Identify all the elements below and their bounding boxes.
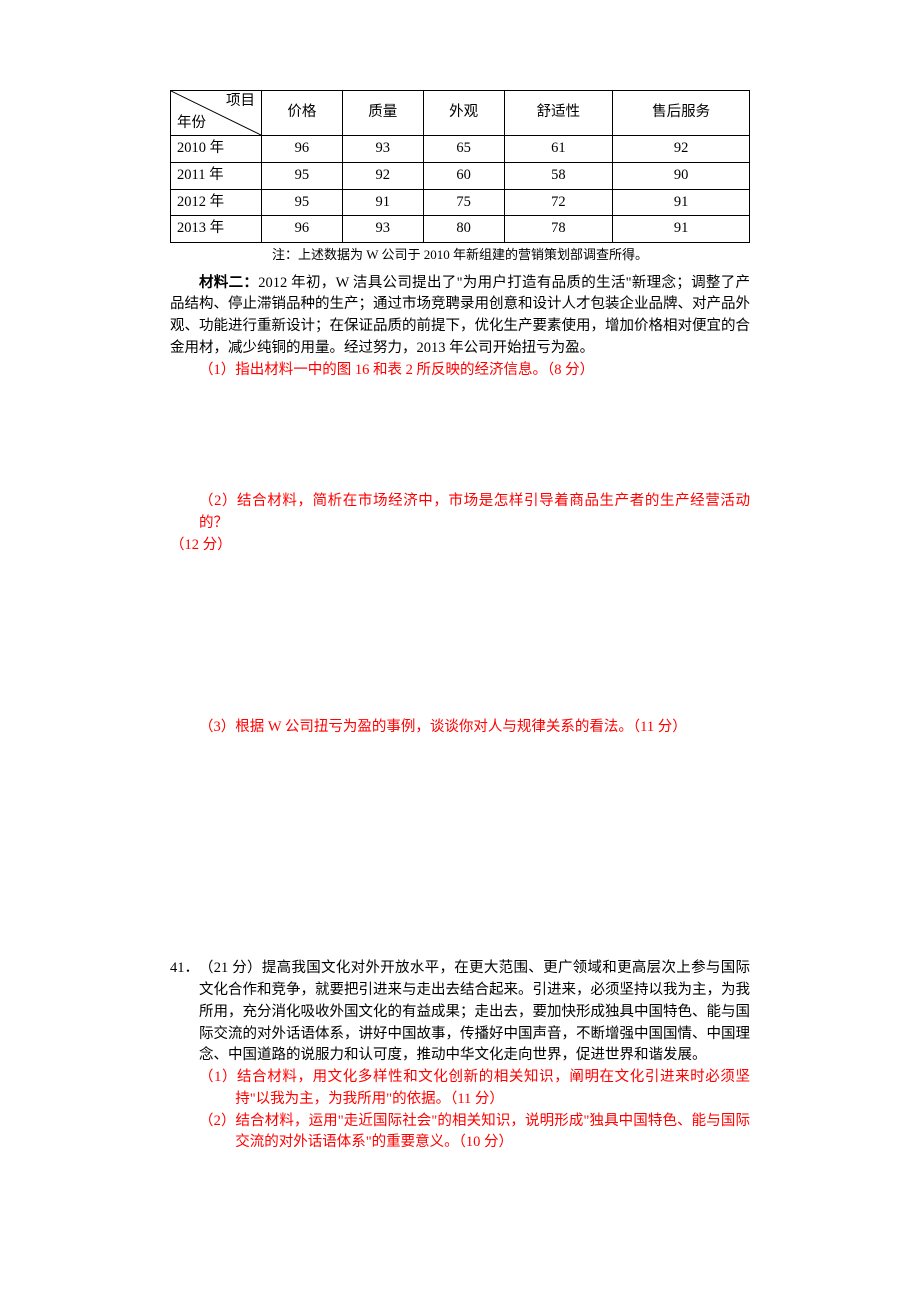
table-footnote: 注：上述数据为 W 公司于 2010 年新组建的营销策划部调查所得。 xyxy=(170,245,750,265)
cell: 92 xyxy=(613,136,750,163)
material2-label: 材料二： xyxy=(199,275,258,291)
cell: 60 xyxy=(423,162,504,189)
cell: 58 xyxy=(504,162,613,189)
cell: 65 xyxy=(423,136,504,163)
cell: 75 xyxy=(423,189,504,216)
question-41-sub2: （2）结合材料，运用"走近国际社会"的相关知识，说明形成"独具中国特色、能与国际… xyxy=(199,1111,750,1155)
cell: 61 xyxy=(504,136,613,163)
question-1: （1）指出材料一中的图 16 和表 2 所反映的经济信息。（8 分） xyxy=(170,360,750,382)
col-price: 价格 xyxy=(262,91,343,136)
material2-paragraph: 材料二：2012 年初，W 洁具公司提出了"为用户打造有品质的生活"新理念；调整… xyxy=(170,273,750,360)
question-2-line2: （12 分） xyxy=(170,535,750,557)
question-2-line1: （2）结合材料，简析在市场经济中，市场是怎样引导着商品生产者的生产经营活动的？ xyxy=(170,491,750,535)
col-look: 外观 xyxy=(423,91,504,136)
cell: 91 xyxy=(613,189,750,216)
table-row: 2010 年 96 93 65 61 92 xyxy=(171,136,750,163)
col-comfort: 舒适性 xyxy=(504,91,613,136)
diag-top-label: 项目 xyxy=(226,91,255,113)
question-41-body: （21 分）提高我国文化对外开放水平，在更大范围、更广领域和更高层次上参与国际文… xyxy=(199,958,750,1154)
cell: 93 xyxy=(342,216,423,243)
cell: 96 xyxy=(262,216,343,243)
cell: 92 xyxy=(342,162,423,189)
cell: 90 xyxy=(613,162,750,189)
answer-space-q1 xyxy=(170,381,750,491)
table-row: 2011 年 95 92 60 58 90 xyxy=(171,162,750,189)
answer-space-q3 xyxy=(170,738,750,958)
row-year: 2013 年 xyxy=(171,216,262,243)
col-quality: 质量 xyxy=(342,91,423,136)
cell: 78 xyxy=(504,216,613,243)
row-year: 2010 年 xyxy=(171,136,262,163)
cell: 93 xyxy=(342,136,423,163)
diag-bottom-label: 年份 xyxy=(177,113,206,135)
answer-space-q2 xyxy=(170,557,750,717)
cell: 95 xyxy=(262,189,343,216)
cell: 91 xyxy=(613,216,750,243)
col-service: 售后服务 xyxy=(613,91,750,136)
question-41-intro: （21 分）提高我国文化对外开放水平，在更大范围、更广领域和更高层次上参与国际文… xyxy=(199,958,750,1067)
satisfaction-table: 项目 年份 价格 质量 外观 舒适性 售后服务 2010 年 96 93 65 … xyxy=(170,90,750,243)
table-row: 2013 年 96 93 80 78 91 xyxy=(171,216,750,243)
document-page: 项目 年份 价格 质量 外观 舒适性 售后服务 2010 年 96 93 65 … xyxy=(0,0,920,1302)
cell: 80 xyxy=(423,216,504,243)
table-row: 2012 年 95 91 75 72 91 xyxy=(171,189,750,216)
cell: 91 xyxy=(342,189,423,216)
table-header-row: 项目 年份 价格 质量 外观 舒适性 售后服务 xyxy=(171,91,750,136)
diagonal-header-cell: 项目 年份 xyxy=(171,91,262,136)
row-year: 2012 年 xyxy=(171,189,262,216)
cell: 96 xyxy=(262,136,343,163)
cell: 95 xyxy=(262,162,343,189)
question-41: 41． （21 分）提高我国文化对外开放水平，在更大范围、更广领域和更高层次上参… xyxy=(170,958,750,1154)
question-3: （3）根据 W 公司扭亏为盈的事例，谈谈你对人与规律关系的看法。（11 分） xyxy=(170,717,750,739)
question-41-number: 41． xyxy=(170,958,199,1154)
row-year: 2011 年 xyxy=(171,162,262,189)
cell: 72 xyxy=(504,189,613,216)
question-41-sub1: （1）结合材料，用文化多样性和文化创新的相关知识，阐明在文化引进来时必须坚持"以… xyxy=(199,1067,750,1111)
question-2: （2）结合材料，简析在市场经济中，市场是怎样引导着商品生产者的生产经营活动的？ … xyxy=(170,491,750,556)
